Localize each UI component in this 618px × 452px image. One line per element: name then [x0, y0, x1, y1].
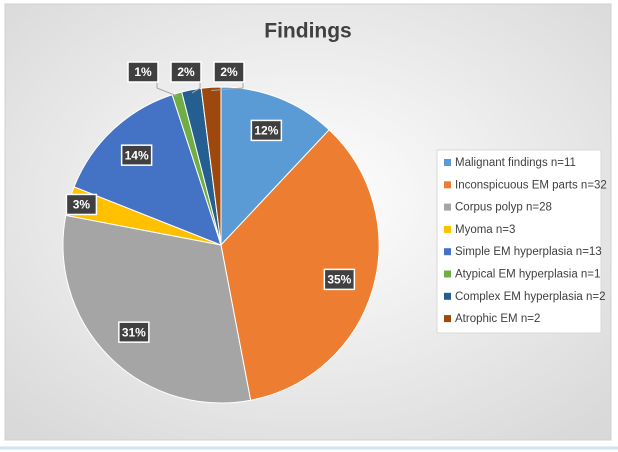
- data-label: 14%: [125, 148, 149, 162]
- data-label: 12%: [254, 124, 278, 138]
- legend-swatch: [444, 203, 451, 211]
- leader-line: [156, 82, 178, 97]
- pie-slice: [220, 129, 380, 401]
- chart-title: Findings: [264, 20, 352, 43]
- data-label: 2%: [177, 65, 195, 79]
- data-label-box: [120, 144, 153, 166]
- legend-swatch: [444, 159, 451, 166]
- legend-swatch: [444, 270, 451, 278]
- legend-label: Malignant findings n=11: [455, 157, 576, 169]
- pie-slice: [200, 86, 222, 246]
- legend-label: Complex EM hyperplasia n=2: [455, 291, 606, 303]
- legend-swatch: [444, 292, 451, 300]
- data-label-box: [65, 193, 98, 216]
- legend-swatch: [444, 225, 451, 233]
- data-label: 1%: [134, 65, 152, 79]
- legend-swatch: [444, 315, 451, 323]
- data-label: 3%: [73, 198, 91, 212]
- data-label-box: [250, 119, 283, 142]
- legend-label: Myoma n=3: [455, 224, 515, 236]
- legend-label: Simple EM hyperplasia n=13: [455, 246, 602, 258]
- pie-slice: [62, 214, 252, 404]
- legend-label: Inconspicuous EM parts n=32: [455, 179, 607, 191]
- data-label: 35%: [327, 273, 351, 287]
- data-label-box: [118, 321, 150, 343]
- data-label-box: [170, 61, 202, 83]
- legend-label: Atrophic EM n=2: [455, 313, 540, 325]
- data-label-box: [127, 61, 159, 83]
- data-label: 31%: [122, 325, 146, 339]
- legend-swatch: [444, 248, 451, 256]
- leader-line: [211, 82, 244, 91]
- data-label-box: [213, 61, 245, 83]
- legend-label: Corpus polyp n=28: [455, 202, 552, 214]
- leader-line: [191, 82, 201, 94]
- data-label-box: [323, 268, 356, 291]
- legend-box: [436, 149, 602, 334]
- legend-label: Atypical EM hyperplasia n=1: [455, 269, 600, 281]
- pie-slice: [220, 86, 330, 247]
- data-label: 2%: [220, 65, 238, 79]
- legend-swatch: [444, 181, 451, 189]
